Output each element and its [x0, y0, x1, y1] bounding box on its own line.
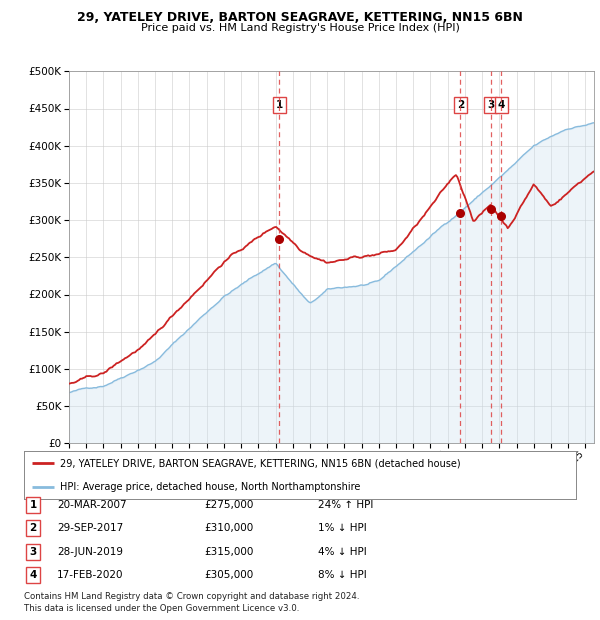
Text: 8% ↓ HPI: 8% ↓ HPI	[318, 570, 367, 580]
Text: 29, YATELEY DRIVE, BARTON SEAGRAVE, KETTERING, NN15 6BN (detached house): 29, YATELEY DRIVE, BARTON SEAGRAVE, KETT…	[60, 458, 461, 468]
Text: 4: 4	[498, 100, 505, 110]
Text: 4: 4	[29, 570, 37, 580]
Text: 4% ↓ HPI: 4% ↓ HPI	[318, 547, 367, 557]
Text: 17-FEB-2020: 17-FEB-2020	[57, 570, 124, 580]
Text: 3: 3	[487, 100, 494, 110]
Text: 1% ↓ HPI: 1% ↓ HPI	[318, 523, 367, 533]
Text: £310,000: £310,000	[204, 523, 253, 533]
Text: £305,000: £305,000	[204, 570, 253, 580]
Text: £275,000: £275,000	[204, 500, 253, 510]
Text: 3: 3	[29, 547, 37, 557]
Text: 29-SEP-2017: 29-SEP-2017	[57, 523, 123, 533]
Text: HPI: Average price, detached house, North Northamptonshire: HPI: Average price, detached house, Nort…	[60, 482, 360, 492]
Text: 28-JUN-2019: 28-JUN-2019	[57, 547, 123, 557]
Text: Price paid vs. HM Land Registry's House Price Index (HPI): Price paid vs. HM Land Registry's House …	[140, 23, 460, 33]
Text: 1: 1	[29, 500, 37, 510]
Text: This data is licensed under the Open Government Licence v3.0.: This data is licensed under the Open Gov…	[24, 603, 299, 613]
Text: Contains HM Land Registry data © Crown copyright and database right 2024.: Contains HM Land Registry data © Crown c…	[24, 592, 359, 601]
Text: 29, YATELEY DRIVE, BARTON SEAGRAVE, KETTERING, NN15 6BN: 29, YATELEY DRIVE, BARTON SEAGRAVE, KETT…	[77, 11, 523, 24]
Text: 2: 2	[457, 100, 464, 110]
Text: 2: 2	[29, 523, 37, 533]
Text: 20-MAR-2007: 20-MAR-2007	[57, 500, 127, 510]
Text: £315,000: £315,000	[204, 547, 253, 557]
Text: 1: 1	[276, 100, 283, 110]
Text: 24% ↑ HPI: 24% ↑ HPI	[318, 500, 373, 510]
